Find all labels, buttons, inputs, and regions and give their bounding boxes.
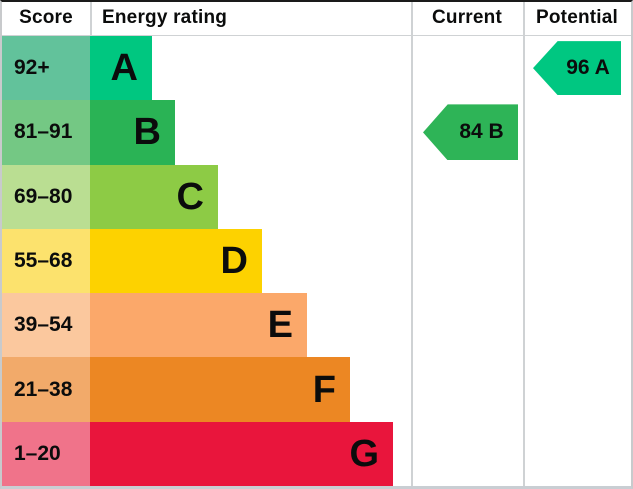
rating-rows: 92+ A 81–91 B 69–80 C 55–68 D 39–54 E 21… [2, 36, 631, 486]
energy-rating-column-header: Energy rating [102, 7, 228, 28]
chart-header: Score Energy rating Current Potential [2, 2, 631, 36]
score-range-cell: 81–91 [2, 100, 90, 165]
column-divider-potential [523, 2, 525, 486]
score-column-divider [90, 2, 92, 35]
rating-row-e: 39–54 E [2, 293, 631, 358]
score-range-cell: 21–38 [2, 357, 90, 422]
score-range-cell: 1–20 [2, 421, 90, 486]
rating-band-bar-e: E [90, 293, 307, 358]
score-range-cell: 92+ [2, 36, 90, 101]
rating-band-bar-d: D [90, 228, 262, 294]
rating-band-bar-a: A [90, 36, 152, 101]
rating-band-bar-b: B [90, 100, 175, 165]
rating-band-bar-g: G [90, 421, 393, 486]
score-range-cell: 69–80 [2, 164, 90, 229]
rating-row-a: 92+ A [2, 36, 631, 101]
rating-row-b: 81–91 B [2, 100, 631, 165]
rating-band-bar-c: C [90, 164, 218, 229]
rating-row-c: 69–80 C [2, 164, 631, 229]
current-rating-value: 84 B [459, 120, 504, 144]
rating-row-f: 21–38 F [2, 357, 631, 422]
current-column-header: Current [431, 7, 502, 28]
potential-column-header: Potential [535, 7, 619, 28]
rating-row-g: 1–20 G [2, 421, 631, 486]
score-range-cell: 39–54 [2, 293, 90, 358]
score-column-header: Score [19, 7, 73, 28]
potential-rating-value: 96 A [566, 56, 610, 80]
score-range-cell: 55–68 [2, 228, 90, 294]
rating-band-bar-f: F [90, 357, 350, 422]
column-divider-current [411, 2, 413, 486]
rating-row-d: 55–68 D [2, 228, 631, 294]
